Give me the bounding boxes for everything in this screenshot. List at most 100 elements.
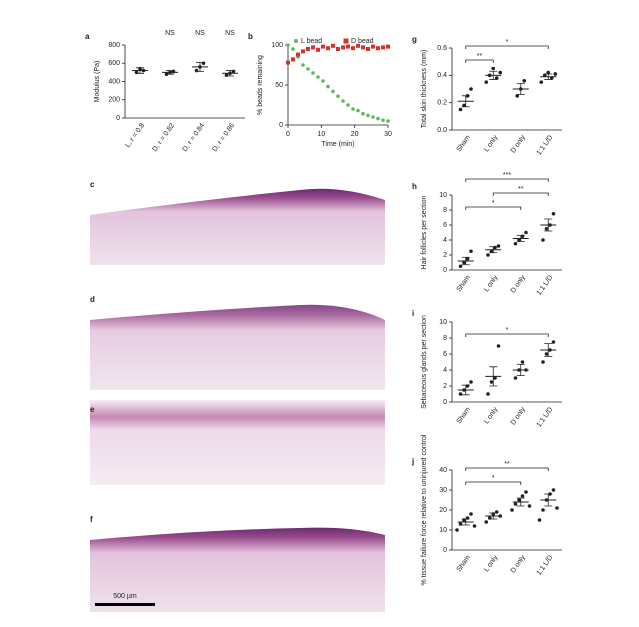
x-tick-label: Sham xyxy=(456,406,472,425)
data-point xyxy=(465,256,470,261)
marker xyxy=(331,89,335,94)
bracket-label: ** xyxy=(477,53,483,60)
marker xyxy=(386,119,390,123)
significance: NS xyxy=(165,30,175,37)
y-axis-label: % tissue failure force relative to uninj… xyxy=(421,434,428,585)
legend-swatch xyxy=(294,39,298,43)
error-bar xyxy=(516,497,525,507)
data-point xyxy=(493,376,497,380)
y-tick-label: 10 xyxy=(439,527,447,534)
data-point xyxy=(458,107,463,112)
y-tick-label: 20 xyxy=(439,507,447,514)
marker xyxy=(341,99,345,103)
marker xyxy=(356,108,360,113)
data-point xyxy=(489,380,494,384)
x-tick-label: D only xyxy=(510,134,527,155)
data-point xyxy=(472,524,477,528)
y-axis-label: Sebaceous glands per section xyxy=(421,315,428,409)
x-tick-label: 10 xyxy=(317,131,325,138)
marker xyxy=(386,44,390,49)
x-tick-label: 1:1 L/D xyxy=(536,406,555,429)
x-tick-label: Sham xyxy=(456,134,472,153)
data-point xyxy=(496,244,501,248)
y-tick-label: 200 xyxy=(108,97,120,104)
y-axis-label: % beads remaining xyxy=(257,55,264,115)
scale-label: 500 µm xyxy=(113,593,137,600)
data-point xyxy=(496,344,501,348)
marker xyxy=(336,47,340,51)
bracket-label: * xyxy=(492,200,495,207)
data-point xyxy=(537,518,542,522)
x-tick-label: 20 xyxy=(351,131,359,138)
marker xyxy=(376,46,380,51)
x-tick-label: 1:1 L/D xyxy=(536,134,555,157)
x-tick-label: L only xyxy=(483,406,500,426)
marker xyxy=(351,46,355,51)
error-bar xyxy=(461,95,470,108)
y-tick-label: 50 xyxy=(275,82,283,89)
panel-letter: h xyxy=(412,182,417,191)
y-axis-label: Modulus (Pa) xyxy=(94,61,101,103)
marker xyxy=(381,118,385,122)
marker xyxy=(361,112,365,116)
bracket xyxy=(492,192,549,196)
data-point xyxy=(469,249,473,254)
error-bar xyxy=(196,61,204,72)
data-point xyxy=(522,79,527,83)
data-point xyxy=(484,520,489,524)
x-tick-label: 1:1 L/D xyxy=(536,554,555,577)
bracket-label: ** xyxy=(518,186,524,193)
error-bar xyxy=(489,366,498,387)
error-bar xyxy=(461,518,470,526)
marker xyxy=(321,44,325,49)
x-tick-label: Sham xyxy=(456,274,472,293)
x-tick-label: L only xyxy=(483,554,500,574)
data-point xyxy=(541,508,545,512)
data-point xyxy=(458,522,463,526)
y-tick-label: 6 xyxy=(443,351,447,358)
marker xyxy=(286,60,290,65)
marker xyxy=(326,84,330,89)
x-tick-label: D only xyxy=(510,406,527,427)
panel-letter: i xyxy=(412,309,414,318)
data-point xyxy=(462,103,466,108)
y-tick-label: 400 xyxy=(108,78,120,85)
marker xyxy=(311,71,315,75)
x-tick-label: L only xyxy=(483,134,500,154)
error-bar xyxy=(544,73,553,80)
y-tick-label: 40 xyxy=(439,467,447,474)
data-point xyxy=(510,508,514,512)
data-point xyxy=(524,230,528,235)
y-tick-label: 30 xyxy=(439,487,447,494)
scale-bar xyxy=(95,603,155,606)
y-tick-label: 600 xyxy=(108,60,120,67)
data-point xyxy=(462,260,466,265)
data-point xyxy=(551,340,556,344)
data-point xyxy=(524,490,528,494)
error-bar xyxy=(166,70,174,75)
panel-letter: f xyxy=(90,515,93,524)
data-point xyxy=(455,528,459,532)
marker xyxy=(346,103,350,107)
panel-letter: d xyxy=(90,295,95,304)
marker xyxy=(316,47,320,52)
y-tick-label: 4 xyxy=(443,237,447,244)
legend-label: D bead xyxy=(351,38,374,45)
data-point xyxy=(498,70,503,75)
data-point xyxy=(553,72,558,76)
y-tick-label: 0 xyxy=(279,122,283,129)
y-tick-label: 8 xyxy=(443,207,447,214)
data-point xyxy=(544,226,549,231)
marker xyxy=(316,75,320,79)
marker xyxy=(306,47,310,51)
bracket-label: ** xyxy=(504,461,510,468)
x-tick-label: L, r = 0.8 xyxy=(124,122,146,149)
marker xyxy=(341,45,345,50)
x-tick-label: D only xyxy=(510,554,527,575)
y-tick-label: 0 xyxy=(443,399,447,406)
histology-d xyxy=(90,304,385,390)
y-axis-label: Total skin thickness (mm) xyxy=(421,50,428,129)
data-point xyxy=(520,234,525,239)
data-point xyxy=(513,241,518,246)
